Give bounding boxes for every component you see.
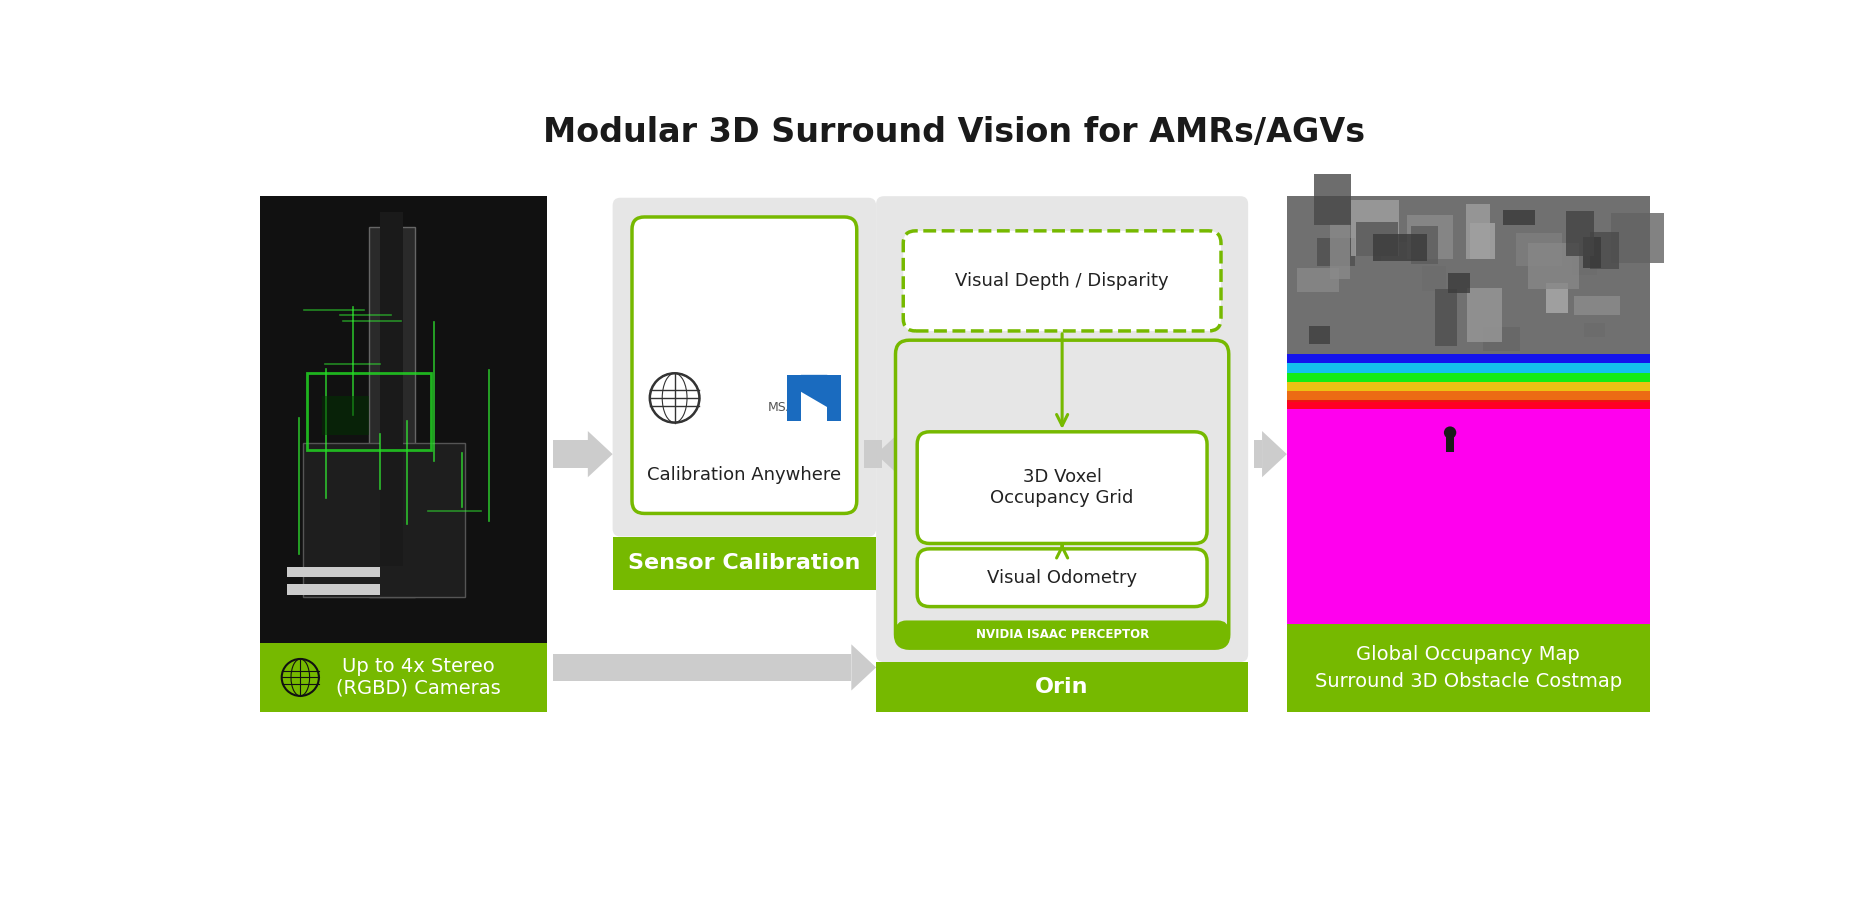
FancyBboxPatch shape bbox=[1287, 354, 1649, 363]
Text: Modular 3D Surround Vision for AMRs/AGVs: Modular 3D Surround Vision for AMRs/AGVs bbox=[544, 116, 1366, 149]
FancyBboxPatch shape bbox=[1356, 222, 1399, 256]
FancyBboxPatch shape bbox=[1287, 391, 1649, 400]
FancyBboxPatch shape bbox=[917, 549, 1207, 606]
FancyBboxPatch shape bbox=[1287, 372, 1649, 382]
FancyBboxPatch shape bbox=[1317, 238, 1354, 266]
FancyBboxPatch shape bbox=[1287, 382, 1649, 391]
FancyBboxPatch shape bbox=[1468, 288, 1502, 342]
Text: Up to 4x Stereo
(RGBD) Cameras: Up to 4x Stereo (RGBD) Cameras bbox=[337, 657, 501, 698]
FancyBboxPatch shape bbox=[1287, 402, 1649, 623]
FancyBboxPatch shape bbox=[1446, 429, 1453, 452]
FancyBboxPatch shape bbox=[553, 654, 851, 682]
FancyBboxPatch shape bbox=[613, 197, 876, 536]
FancyBboxPatch shape bbox=[1287, 196, 1649, 623]
FancyBboxPatch shape bbox=[1584, 323, 1606, 337]
FancyBboxPatch shape bbox=[1380, 242, 1412, 261]
FancyBboxPatch shape bbox=[1354, 311, 1390, 327]
FancyBboxPatch shape bbox=[1315, 175, 1351, 225]
Text: Global Occupancy Map
Surround 3D Obstacle Costmap: Global Occupancy Map Surround 3D Obstacl… bbox=[1315, 645, 1623, 691]
FancyBboxPatch shape bbox=[1611, 213, 1664, 264]
FancyBboxPatch shape bbox=[632, 217, 857, 513]
Text: MSA: MSA bbox=[768, 401, 796, 414]
Polygon shape bbox=[1261, 431, 1287, 477]
FancyBboxPatch shape bbox=[864, 440, 883, 468]
FancyBboxPatch shape bbox=[904, 231, 1220, 331]
Circle shape bbox=[1444, 426, 1457, 439]
Text: Orin: Orin bbox=[1036, 677, 1088, 697]
FancyBboxPatch shape bbox=[1254, 440, 1261, 468]
Polygon shape bbox=[876, 431, 902, 477]
FancyBboxPatch shape bbox=[1330, 224, 1351, 280]
FancyBboxPatch shape bbox=[1546, 283, 1567, 313]
FancyBboxPatch shape bbox=[302, 442, 466, 597]
FancyBboxPatch shape bbox=[287, 584, 380, 595]
FancyBboxPatch shape bbox=[1435, 290, 1457, 345]
Text: Calibration Anywhere: Calibration Anywhere bbox=[646, 466, 842, 483]
Text: Sensor Calibration: Sensor Calibration bbox=[628, 553, 861, 573]
FancyBboxPatch shape bbox=[322, 396, 369, 435]
FancyBboxPatch shape bbox=[261, 196, 546, 643]
Text: NVIDIA ISAAC PERCEPTOR: NVIDIA ISAAC PERCEPTOR bbox=[976, 628, 1149, 640]
FancyBboxPatch shape bbox=[1516, 233, 1561, 266]
Text: Visual Depth / Disparity: Visual Depth / Disparity bbox=[956, 272, 1168, 290]
Text: Visual Odometry: Visual Odometry bbox=[987, 569, 1136, 587]
FancyBboxPatch shape bbox=[1503, 211, 1535, 225]
FancyBboxPatch shape bbox=[380, 212, 404, 566]
FancyBboxPatch shape bbox=[369, 227, 415, 597]
FancyBboxPatch shape bbox=[1466, 205, 1490, 258]
FancyBboxPatch shape bbox=[876, 196, 1248, 662]
FancyBboxPatch shape bbox=[1470, 223, 1494, 258]
FancyBboxPatch shape bbox=[917, 431, 1207, 544]
FancyBboxPatch shape bbox=[827, 375, 842, 421]
Polygon shape bbox=[801, 375, 827, 407]
FancyBboxPatch shape bbox=[1287, 196, 1649, 354]
FancyBboxPatch shape bbox=[1574, 296, 1619, 315]
FancyBboxPatch shape bbox=[1287, 400, 1649, 409]
FancyBboxPatch shape bbox=[1567, 211, 1595, 256]
FancyBboxPatch shape bbox=[261, 643, 546, 712]
FancyBboxPatch shape bbox=[1584, 237, 1600, 268]
FancyBboxPatch shape bbox=[287, 567, 380, 578]
FancyBboxPatch shape bbox=[1589, 231, 1619, 269]
FancyBboxPatch shape bbox=[613, 536, 876, 590]
Polygon shape bbox=[851, 644, 876, 691]
FancyBboxPatch shape bbox=[1287, 363, 1649, 372]
FancyBboxPatch shape bbox=[896, 621, 1230, 649]
FancyBboxPatch shape bbox=[1572, 250, 1597, 275]
FancyBboxPatch shape bbox=[1287, 623, 1649, 712]
FancyBboxPatch shape bbox=[1407, 215, 1453, 258]
FancyBboxPatch shape bbox=[1297, 268, 1339, 292]
FancyBboxPatch shape bbox=[1448, 273, 1470, 292]
Text: 3D Voxel
Occupancy Grid: 3D Voxel Occupancy Grid bbox=[991, 468, 1135, 507]
Polygon shape bbox=[589, 431, 613, 477]
FancyBboxPatch shape bbox=[896, 340, 1230, 649]
FancyBboxPatch shape bbox=[1421, 266, 1446, 291]
FancyBboxPatch shape bbox=[786, 375, 801, 421]
FancyBboxPatch shape bbox=[553, 440, 589, 468]
FancyBboxPatch shape bbox=[1410, 226, 1438, 264]
FancyBboxPatch shape bbox=[1483, 327, 1520, 351]
FancyBboxPatch shape bbox=[1351, 200, 1399, 257]
FancyBboxPatch shape bbox=[1528, 243, 1578, 290]
FancyBboxPatch shape bbox=[1373, 233, 1427, 261]
FancyBboxPatch shape bbox=[876, 662, 1248, 712]
FancyBboxPatch shape bbox=[1310, 326, 1330, 344]
